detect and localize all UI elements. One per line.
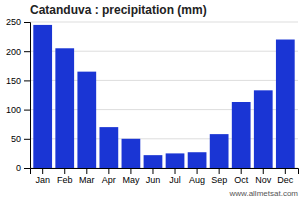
tick-label: Jan — [35, 175, 50, 185]
tick-mark — [152, 168, 153, 174]
x-tick: Jan — [35, 168, 50, 185]
grid — [30, 22, 298, 168]
x-tick: Jul — [169, 168, 181, 185]
y-axis: 0 50 100 150 200 250 — [6, 17, 31, 173]
tick-mark — [285, 168, 286, 174]
x-tick: Nov — [255, 168, 272, 185]
tick-mark — [42, 168, 43, 174]
tick-label: 100 — [6, 105, 21, 115]
bar — [122, 139, 141, 168]
chart: 0 50 100 150 200 250 Jan Feb Mar Apr May Jun Jul Aug S… — [0, 0, 306, 200]
axis-line — [31, 169, 299, 175]
x-tick: May — [122, 168, 140, 185]
bar — [254, 90, 273, 168]
tick-label: 200 — [6, 47, 21, 57]
x-tick: Jun — [146, 168, 161, 185]
bar — [188, 152, 207, 168]
tick-label: Mar — [79, 175, 95, 185]
x-axis: Jan Feb Mar Apr May Jun Jul Aug Sep Oct Nov Dec — [31, 168, 299, 185]
plot: 0 50 100 150 200 250 Jan Feb Mar Apr May Jun Jul Aug S… — [6, 17, 299, 185]
tick-label: 250 — [6, 17, 21, 27]
tick-label: 0 — [16, 163, 21, 173]
tick-mark — [263, 168, 264, 174]
tick-label: May — [122, 175, 140, 185]
x-tick: Aug — [189, 168, 205, 185]
x-tick: Dec — [277, 168, 294, 185]
annotation: www.allmetsat.com — [229, 189, 299, 198]
tick-label: Oct — [234, 175, 249, 185]
tick-mark — [219, 168, 220, 174]
bar — [276, 40, 295, 168]
x-tick: Apr — [102, 168, 116, 185]
y-tick: 0 — [16, 163, 30, 173]
tick-mark — [175, 168, 176, 174]
tick-label: Jun — [146, 175, 161, 185]
x-tick: Mar — [79, 168, 95, 185]
tick-mark — [197, 168, 198, 174]
tick-mark — [24, 22, 30, 23]
bar — [210, 134, 229, 168]
tick-mark — [130, 168, 131, 174]
tick-mark — [86, 168, 87, 174]
tick-label: 50 — [11, 134, 21, 144]
axis-line — [24, 23, 31, 169]
bar — [166, 153, 185, 168]
x-tick: Feb — [57, 168, 73, 185]
tick-label: Feb — [57, 175, 73, 185]
y-tick: 250 — [6, 17, 30, 27]
tick-mark — [241, 168, 242, 174]
tick-label: Nov — [255, 175, 272, 185]
tick-mark — [24, 80, 30, 81]
bar — [144, 155, 163, 168]
x-tick: Sep — [211, 168, 227, 185]
tick-mark — [24, 51, 30, 52]
bar — [55, 48, 74, 168]
tick-mark — [24, 110, 30, 111]
tick-label: Sep — [211, 175, 227, 185]
bar — [232, 102, 251, 168]
tick-label: Aug — [189, 175, 205, 185]
x-tick: Oct — [234, 168, 249, 185]
y-tick: 100 — [6, 105, 30, 115]
tick-label: Apr — [102, 175, 116, 185]
bar — [33, 25, 52, 168]
title: Catanduva : precipitation (mm) — [30, 3, 207, 17]
tick-mark — [24, 168, 30, 169]
y-tick: 50 — [11, 134, 30, 144]
y-tick: 200 — [6, 47, 30, 57]
bar — [99, 127, 118, 168]
tick-label: Dec — [277, 175, 294, 185]
tick-label: Jul — [169, 175, 181, 185]
tick-label: 150 — [6, 76, 21, 86]
grid-line — [30, 22, 298, 23]
bars — [33, 25, 294, 168]
tick-mark — [64, 168, 65, 174]
tick-mark — [24, 139, 30, 140]
bar — [77, 72, 96, 168]
y-tick: 150 — [6, 76, 30, 86]
tick-mark — [108, 168, 109, 174]
